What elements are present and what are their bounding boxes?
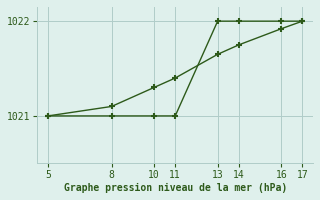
X-axis label: Graphe pression niveau de la mer (hPa): Graphe pression niveau de la mer (hPa) — [64, 183, 287, 193]
